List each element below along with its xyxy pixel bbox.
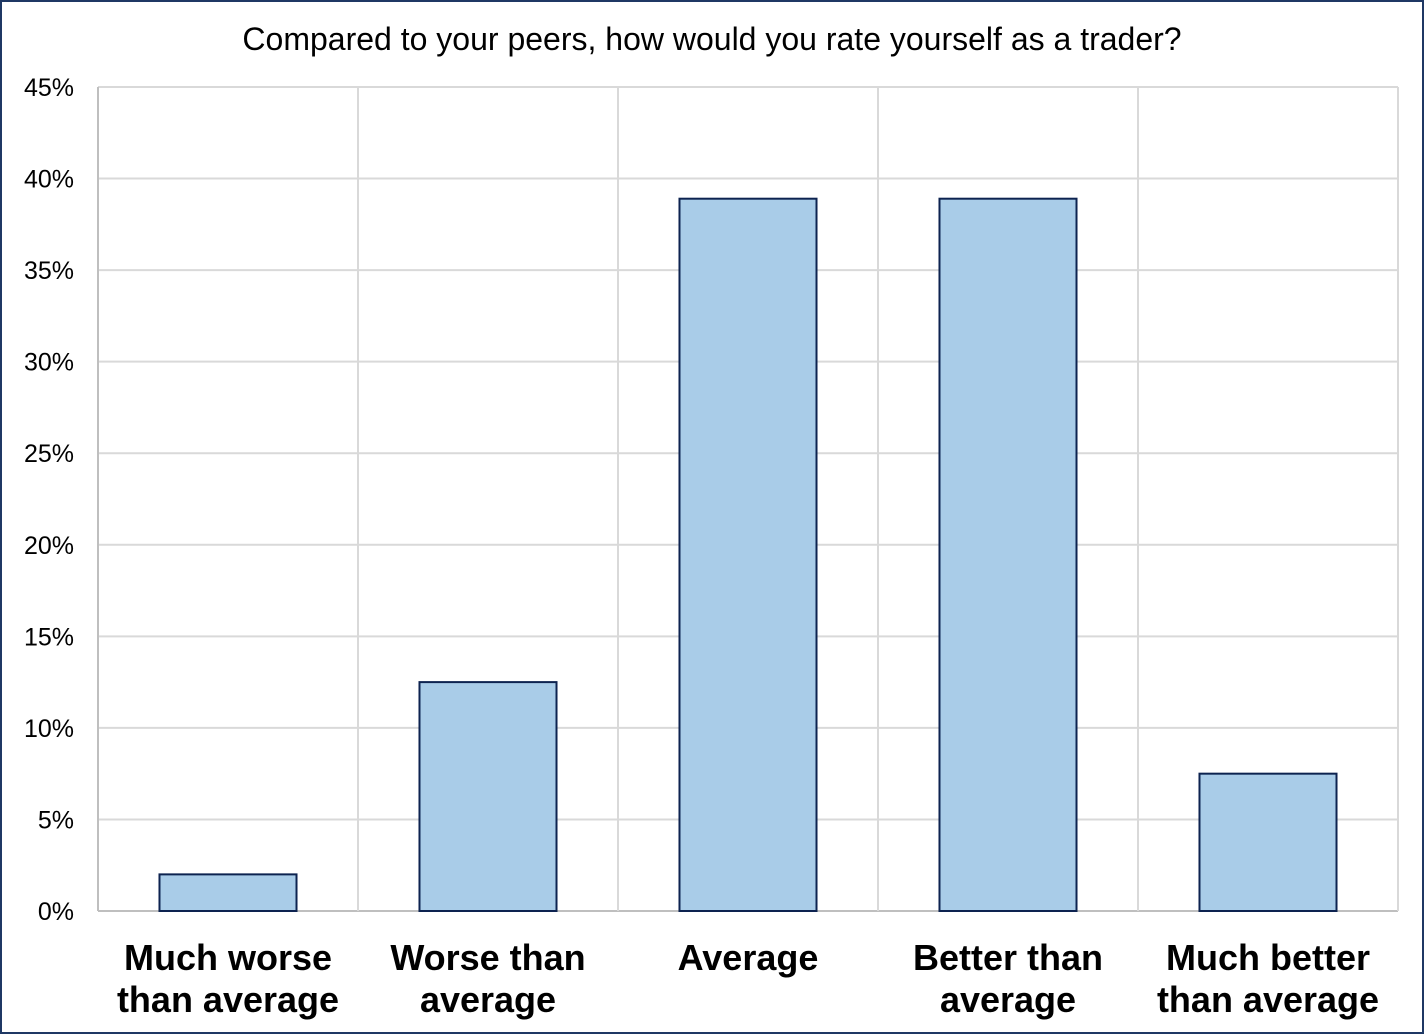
chart-title: Compared to your peers, how would you ra…: [242, 21, 1181, 57]
y-axis-ticks: 0% 5% 10% 15% 20% 25% 30% 35% 40% 45%: [24, 74, 74, 926]
y-tick-label: 25%: [24, 440, 74, 468]
x-category-label: Much worse than average: [117, 937, 339, 1020]
y-tick-label: 30%: [24, 349, 74, 377]
x-category-label-line: average: [420, 979, 556, 1020]
x-category-label: Better than average: [913, 937, 1103, 1020]
bar: [418, 681, 558, 912]
y-tick-label: 40%: [24, 166, 74, 194]
y-tick-label: 15%: [24, 623, 74, 651]
y-tick-label: 20%: [24, 532, 74, 560]
x-category-label-line: Average: [678, 937, 819, 978]
y-tick-label: 0%: [38, 898, 74, 926]
x-category-label-line: Much better: [1166, 937, 1370, 978]
bar: [1198, 772, 1338, 913]
y-tick-label: 35%: [24, 257, 74, 285]
y-tick-label: 10%: [24, 715, 74, 743]
x-category-label-line: Much worse: [124, 937, 332, 978]
bar: [938, 197, 1078, 913]
bars: [158, 197, 1338, 913]
x-category-label-line: Worse than: [390, 937, 585, 978]
bar: [158, 873, 298, 913]
x-category-label-line: than average: [117, 979, 339, 1020]
x-category-label-line: than average: [1157, 979, 1379, 1020]
y-tick-label: 5%: [38, 806, 74, 834]
x-category-label-line: average: [940, 979, 1076, 1020]
y-tick-label: 45%: [24, 74, 74, 102]
x-category-label: Average: [678, 937, 819, 978]
x-category-label-line: Better than: [913, 937, 1103, 978]
bar: [678, 197, 818, 913]
x-category-label: Much better than average: [1157, 937, 1379, 1020]
x-category-label: Worse than average: [390, 937, 585, 1020]
